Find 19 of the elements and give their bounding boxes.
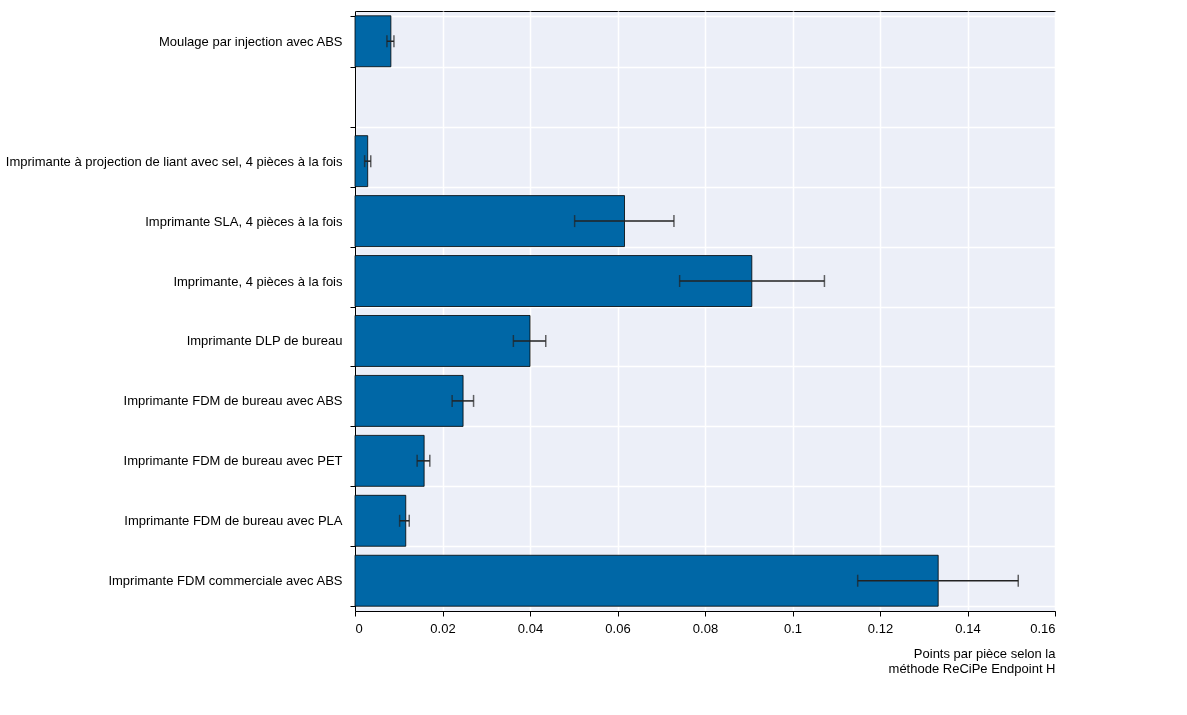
y-tick-label: Imprimante FDM de bureau avec PET: [123, 453, 343, 469]
x-tick-label: 0.02: [430, 620, 456, 636]
x-tick-label: 0.12: [867, 620, 894, 636]
x-tick-label: 0.16: [1030, 620, 1056, 636]
y-tick-label: Imprimante FDM de bureau avec PLA: [124, 513, 343, 529]
y-tick-label: Imprimante, 4 pièces à la fois: [173, 273, 343, 289]
y-tick-label: Imprimante FDM de bureau avec ABS: [123, 393, 343, 409]
x-tick-label: 0.04: [517, 620, 544, 636]
y-tick-label: Imprimante FDM commerciale avec ABS: [108, 573, 343, 589]
y-tick-label: Imprimante DLP de bureau: [186, 333, 343, 349]
x-tick-label: 0.1: [783, 620, 803, 636]
x-tick-label: 0.06: [605, 620, 631, 636]
y-tick-label: Imprimante à projection de liant avec sel, 4 pièces à la fois: [5, 153, 343, 169]
x-axis-title: Points par pièce selon la méthode ReCiPe Endpoint H: [888, 645, 1057, 676]
x-tick-label: 0.14: [955, 620, 981, 636]
y-tick-label: Imprimante SLA, 4 pièces à la fois: [145, 213, 343, 229]
x-tick-label: 0.08: [692, 620, 719, 636]
y-tick-label: Moulage par injection avec ABS: [158, 33, 343, 49]
x-tick-label: 0: [355, 620, 363, 636]
